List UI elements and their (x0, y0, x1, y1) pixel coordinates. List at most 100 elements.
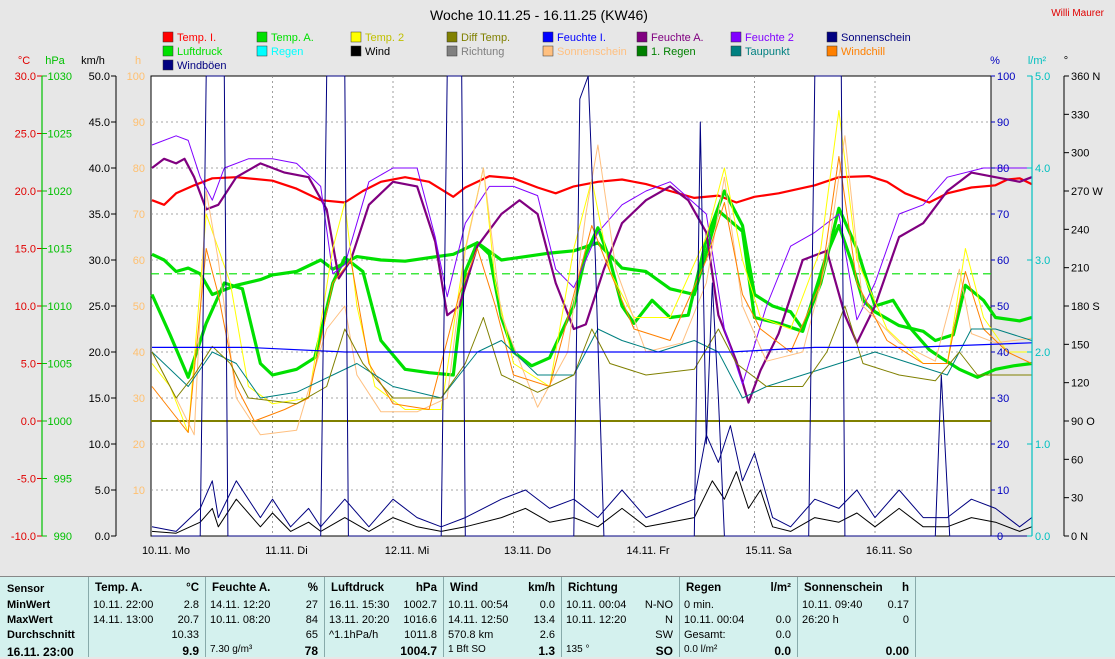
sun-tick-label: 100 (127, 71, 145, 83)
stats-col-dir: Richtung 10.11. 00:04 N-NO 10.11. 12:20 N … (561, 577, 679, 658)
rain-title: Regen (686, 582, 722, 594)
legend-swatch (162, 31, 174, 43)
hum-min-time: 14.11. 12:20 (210, 599, 271, 611)
press-tick-label: 1015 (48, 244, 72, 256)
series-sonnenschein (152, 75, 1032, 537)
sun-tick-label: 50 (133, 301, 145, 313)
hum-tick-label: 20 (997, 439, 1009, 451)
x-tick-label: 11.11. Di (265, 545, 307, 557)
press-unit: hPa (415, 582, 437, 594)
wind-tick-label: 20.0 (89, 347, 110, 359)
legend-label: Windböen (177, 60, 227, 72)
series-wind (151, 471, 1032, 534)
press-max-time: 13.11. 20:20 (329, 614, 390, 626)
press-tick-label: 1025 (48, 129, 72, 141)
legend-label: Temp. I. (177, 32, 216, 44)
wind-tick-label: 15.0 (89, 393, 110, 405)
legend-swatch (350, 45, 362, 57)
temp-tick-label: 10.0 (15, 301, 36, 313)
stats-col-empty (915, 577, 1115, 657)
dir-avg: SW (655, 629, 673, 641)
hum-tick-label: 10 (997, 485, 1009, 497)
hum-tick-label: 100 (997, 71, 1015, 83)
temp-tick-label: 30.0 (15, 71, 36, 83)
wind-min-time: 10.11. 00:54 (448, 599, 509, 611)
x-tick-label: 15.11. Sa (745, 545, 792, 557)
reference-lines (151, 273, 991, 422)
sun-tick-label: 40 (133, 347, 145, 359)
legend-swatch (826, 45, 838, 57)
rain-total: 0.0 (775, 629, 791, 641)
stats-col-wind: Wind km/h 10.11. 00:54 0.0 14.11. 12:50 13.… (443, 577, 561, 658)
legend-label: Wind (365, 46, 390, 58)
hum-unit: % (307, 582, 318, 594)
temp-tick-label: 0.0 (21, 416, 36, 428)
wind-tick-label: 25.0 (89, 301, 110, 313)
temp-min-time: 10.11. 22:00 (93, 599, 154, 611)
press-unit-label: hPa (45, 55, 65, 67)
sun-min-val: 0.17 (887, 599, 909, 611)
dir-tick-label: 0 N (1071, 531, 1088, 543)
sun-total-time: 26:20 h (802, 614, 839, 626)
temp-tick-label: -10.0 (11, 531, 36, 543)
axis-ticks: 30.025.020.015.010.05.00.0-5.0-10.010301… (11, 71, 1103, 543)
stats-table: Sensor MinWert MaxWert Durchschnitt 16.1… (0, 576, 1115, 659)
dir-tick-label: 150 (1071, 339, 1089, 351)
chart-title: Woche 10.11.25 - 16.11.25 (KW46) (430, 7, 648, 23)
wind-tick-label: 40.0 (89, 163, 110, 175)
wind-tick-label: 5.0 (95, 485, 110, 497)
sun-unit-label: h (135, 55, 141, 67)
hum-tick-label: 70 (997, 209, 1009, 221)
temp-max-val: 20.7 (177, 614, 199, 626)
press-trend: ^1.1hPa/h (329, 629, 379, 641)
sun-last: 0.00 (885, 644, 909, 658)
dir-unit-label: ° (1064, 55, 1068, 67)
legend-label: Regen (271, 46, 303, 58)
hum-min-val: 27 (305, 599, 318, 611)
data-series (150, 75, 1033, 537)
hum-tick-label: 50 (997, 301, 1009, 313)
temp-avg: 10.33 (171, 629, 199, 641)
hum-last: 78 (304, 644, 318, 658)
legend-swatch (446, 45, 458, 57)
legend-swatch (636, 45, 648, 57)
temp-unit: °C (186, 582, 199, 594)
series-windb-en (151, 425, 1033, 532)
author-label: Willi Maurer (1051, 8, 1104, 19)
rain-unit-label: l/m² (1028, 55, 1047, 67)
dir-max-time: 10.11. 12:20 (566, 614, 627, 626)
temp-max-time: 14.11. 13:00 (93, 614, 154, 626)
hum-tick-label: 60 (997, 255, 1009, 267)
dir-tick-label: 270 W (1071, 186, 1103, 198)
rain-tick-label: 2.0 (1035, 347, 1050, 359)
hum-tick-label: 0 (997, 531, 1003, 543)
wind-title: Wind (450, 582, 478, 594)
temp-tick-label: 20.0 (15, 186, 36, 198)
sun-tick-label: 30 (133, 393, 145, 405)
rain-last-amount: 0.0 l/m² (684, 644, 718, 655)
weather-chart: Woche 10.11.25 - 16.11.25 (KW46) Willi M… (10, 7, 1105, 557)
stats-sensor-title: Sensor (7, 583, 45, 595)
wind-max-time: 14.11. 12:50 (448, 614, 509, 626)
rain-min-label: 0 min. (684, 599, 714, 611)
press-tick-label: 1000 (48, 416, 72, 428)
legend-label: Luftdruck (177, 46, 223, 58)
rain-tick-label: 5.0 (1035, 71, 1050, 83)
wind-avg: 2.6 (539, 629, 555, 641)
x-tick-label: 12.11. Mi (385, 545, 429, 557)
sun-max-val: 0 (902, 614, 909, 626)
legend-label: Windchill (841, 46, 885, 58)
sun-tick-label: 20 (133, 439, 145, 451)
rain-tick-label: 3.0 (1035, 255, 1050, 267)
dir-tick-label: 30 (1071, 493, 1083, 505)
legend-swatch (256, 45, 268, 57)
temp-last: 9.9 (182, 644, 199, 658)
sun-tick-label: 70 (133, 209, 145, 221)
legend-label: Richtung (461, 46, 504, 58)
rain-max-val: 0.0 (775, 614, 791, 626)
wind-tick-label: 10.0 (89, 439, 110, 451)
press-last: 1004.7 (400, 644, 437, 658)
legend-swatch (636, 31, 648, 43)
dir-min-val: N-NO (644, 599, 673, 611)
sun-unit: h (901, 582, 909, 594)
